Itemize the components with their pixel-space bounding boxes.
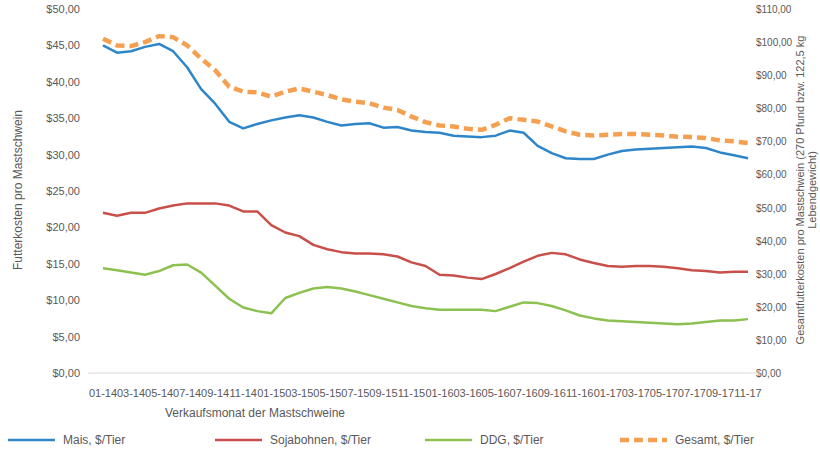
y-tick-label: $25,00 bbox=[46, 185, 80, 197]
x-tick-label: 01-16 bbox=[425, 387, 453, 399]
chart: $0,00 $5,00 $10,00 $15,00 $20,00 $25,00 $30,00… bbox=[0, 0, 820, 461]
y2-tick-label: $40,00 bbox=[756, 236, 787, 247]
series-line bbox=[103, 203, 748, 279]
y-tick-label: $45,00 bbox=[46, 39, 80, 51]
y-tick-label: $40,00 bbox=[46, 76, 80, 88]
legend-label: Mais, $/Tier bbox=[63, 433, 125, 447]
y-tick-label: $5,00 bbox=[52, 331, 80, 343]
x-tick-label: 07-15 bbox=[341, 387, 369, 399]
y2-tick-label: $100,00 bbox=[756, 37, 793, 48]
series-line bbox=[103, 36, 748, 143]
x-tick-label: 05-17 bbox=[650, 387, 678, 399]
y2-axis-title: Gesamtfutterkosten pro Mastschwein (270 … bbox=[794, 36, 806, 345]
x-tick-label: 01-15 bbox=[257, 387, 285, 399]
series-line bbox=[103, 265, 748, 325]
x-tick-label: 03-14 bbox=[117, 387, 145, 399]
x-tick-label: 11-14 bbox=[230, 387, 257, 399]
y2-tick-label: $70,00 bbox=[756, 136, 787, 147]
y2-tick-label: $90,00 bbox=[756, 70, 787, 81]
y2-tick-label: $50,00 bbox=[756, 203, 787, 214]
x-tick-label: 01-17 bbox=[594, 387, 622, 399]
legend-label: Gesamt, $/Tier bbox=[675, 433, 754, 447]
x-tick-label: 11-15 bbox=[398, 387, 425, 399]
y-tick-label: $30,00 bbox=[46, 149, 80, 161]
x-tick-label: 07-17 bbox=[678, 387, 706, 399]
y2-tick-label: $60,00 bbox=[756, 169, 787, 180]
y2-tick-label: $10,00 bbox=[756, 335, 787, 346]
x-tick-label: 07-16 bbox=[510, 387, 538, 399]
x-tick-label: 09-14 bbox=[201, 387, 229, 399]
y-tick-label: $15,00 bbox=[46, 258, 80, 270]
x-tick-label: 05-16 bbox=[482, 387, 510, 399]
y-tick-label: $50,00 bbox=[46, 3, 80, 15]
legend-swatch bbox=[8, 439, 55, 442]
legend-swatch bbox=[425, 439, 472, 442]
x-axis-title: Verkaufsmonat der Mastschweine bbox=[165, 406, 345, 420]
legend-label: Sojabohnen, $/Tier bbox=[270, 433, 371, 447]
x-tick-label: 09-16 bbox=[538, 387, 566, 399]
x-tick-label: 03-15 bbox=[285, 387, 313, 399]
plot-area bbox=[103, 36, 748, 324]
legend-label: DDG, $/Tier bbox=[480, 433, 544, 447]
x-tick-label: 05-14 bbox=[145, 387, 173, 399]
x-tick-label: 09-15 bbox=[369, 387, 397, 399]
x-axis-line bbox=[88, 373, 760, 374]
x-tick-label: 11-16 bbox=[566, 387, 593, 399]
y2-tick-label: $80,00 bbox=[756, 103, 787, 114]
x-tick-label: 03-17 bbox=[622, 387, 650, 399]
x-tick-label: 11-17 bbox=[734, 387, 761, 399]
legend-swatch bbox=[620, 438, 667, 443]
x-tick-label: 01-14 bbox=[89, 387, 117, 399]
y-tick-label: $35,00 bbox=[46, 112, 80, 124]
y-tick-label: $0,00 bbox=[52, 367, 80, 379]
x-tick-label: 03-16 bbox=[453, 387, 481, 399]
y-axis-title: Futterkosten pro Mastschwein bbox=[11, 110, 25, 270]
legend-swatch bbox=[215, 439, 262, 442]
y2-tick-label: $110,00 bbox=[756, 4, 792, 15]
x-tick-label: 07-14 bbox=[173, 387, 201, 399]
y-tick-label: $20,00 bbox=[46, 221, 80, 233]
series-line bbox=[103, 44, 748, 159]
y2-tick-label: $30,00 bbox=[756, 269, 787, 280]
x-tick-label: 09-17 bbox=[706, 387, 734, 399]
x-tick-label: 05-15 bbox=[313, 387, 341, 399]
y2-tick-label: $20,00 bbox=[756, 302, 787, 313]
y-tick-label: $10,00 bbox=[46, 294, 80, 306]
y2-axis-title: Lebendgewicht) bbox=[806, 151, 818, 229]
